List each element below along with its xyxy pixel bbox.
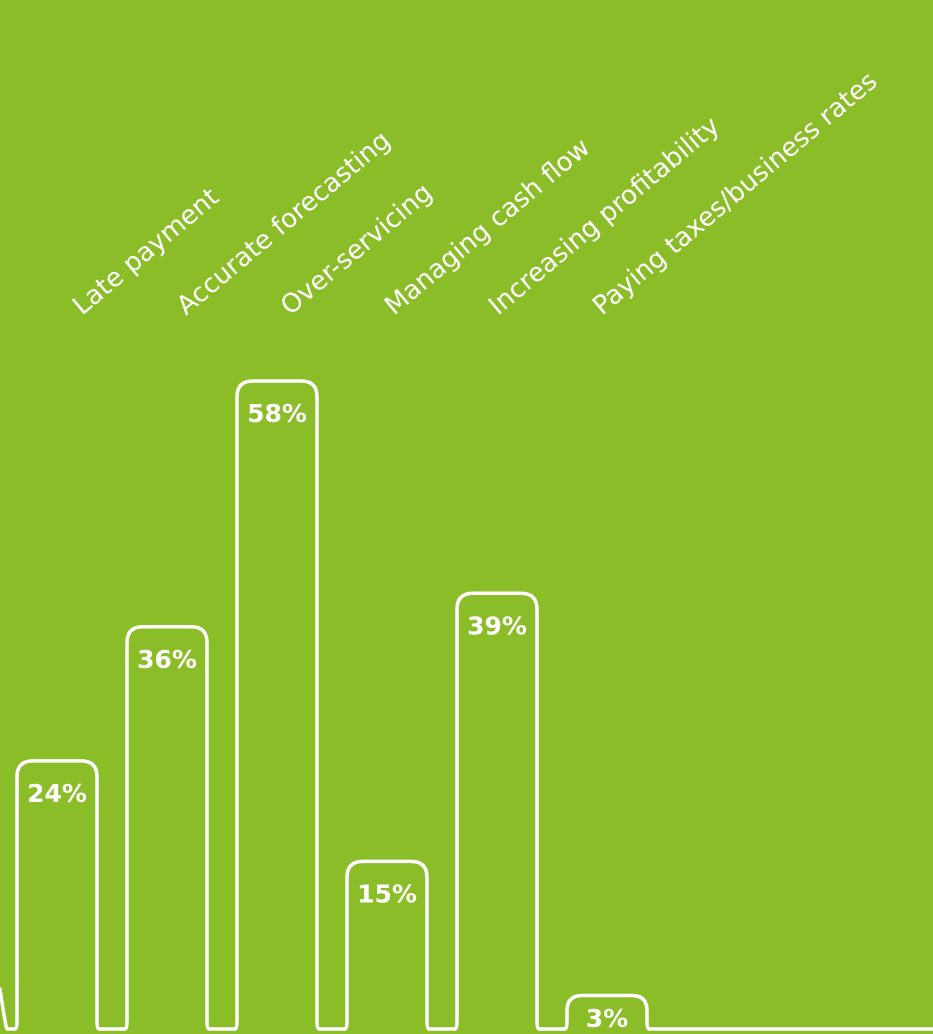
value-label: 24% xyxy=(27,779,87,808)
bar-outline-path xyxy=(0,379,933,1031)
value-labels: 24% 36% 58% 15% 39% 3% xyxy=(27,399,628,1033)
value-label: 39% xyxy=(467,611,527,640)
value-label: 3% xyxy=(586,1004,628,1033)
value-label: 58% xyxy=(247,399,307,428)
value-label: 36% xyxy=(137,645,197,674)
value-label: 15% xyxy=(357,879,417,908)
